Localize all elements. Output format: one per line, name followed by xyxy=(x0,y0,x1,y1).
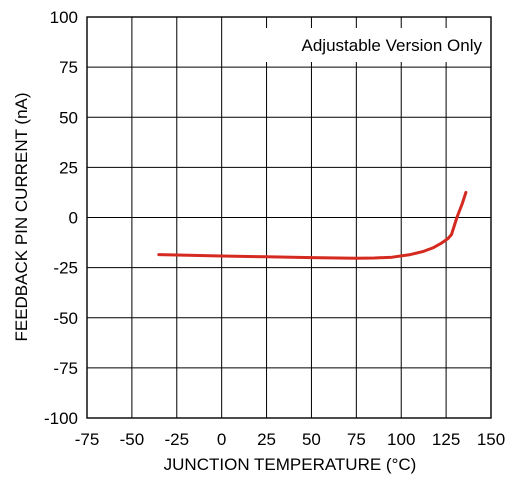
x-tick-label: 25 xyxy=(257,430,276,449)
y-tick-labels: 100 75 50 25 0 -25 -50 -75 -100 xyxy=(44,8,78,428)
x-tick-label: 100 xyxy=(387,430,415,449)
x-tick-label: -75 xyxy=(75,430,100,449)
x-tick-label: -50 xyxy=(120,430,145,449)
annotation-text: Adjustable Version Only xyxy=(302,36,483,55)
y-tick-label: 25 xyxy=(59,158,78,177)
y-tick-label: -75 xyxy=(53,359,78,378)
data-layer xyxy=(157,190,468,260)
x-tick-label: -25 xyxy=(164,430,189,449)
y-tick-label: -50 xyxy=(53,309,78,328)
y-tick-label: 100 xyxy=(50,8,78,27)
y-tick-label: -100 xyxy=(44,409,78,428)
x-tick-label: 125 xyxy=(432,430,460,449)
plot-frame xyxy=(86,16,492,419)
y-tick-label: -25 xyxy=(53,259,78,278)
y-tick-label: 75 xyxy=(59,58,78,77)
x-axis-title: JUNCTION TEMPERATURE (°C) xyxy=(164,455,417,474)
series-line xyxy=(157,190,468,260)
grid xyxy=(87,17,491,418)
x-tick-label: 150 xyxy=(477,430,505,449)
y-tick-label: 50 xyxy=(59,108,78,127)
x-tick-label: 0 xyxy=(217,430,226,449)
y-tick-label: 0 xyxy=(69,209,78,228)
y-axis-title: FEEDBACK PIN CURRENT (nA) xyxy=(12,92,31,341)
annotation-box xyxy=(246,28,489,62)
x-tick-labels: -75 -50 -25 0 25 50 75 100 125 150 xyxy=(75,430,505,449)
x-tick-label: 75 xyxy=(347,430,366,449)
x-tick-label: 50 xyxy=(302,430,321,449)
